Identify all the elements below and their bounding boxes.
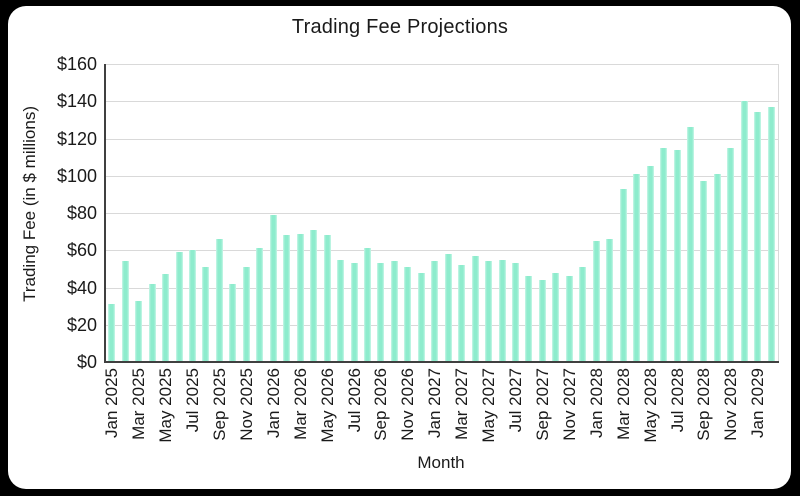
x-tick-label-may-2028: May 2028 — [640, 368, 660, 443]
bar-jan-2028 — [592, 240, 600, 362]
gridline-140 — [105, 101, 778, 103]
bar-mar-2025 — [135, 300, 143, 362]
y-tick-label-60: $60 — [66, 240, 97, 261]
x-tick-label-jan-2028: Jan 2028 — [586, 368, 606, 438]
gridline-40 — [105, 287, 778, 289]
x-tick-label-nov-2025: Nov 2025 — [236, 368, 256, 441]
bar-jan-2027 — [431, 261, 439, 362]
bar-aug-2025 — [202, 267, 210, 362]
y-tick-label-40: $40 — [66, 277, 97, 298]
bar-mar-2027 — [458, 265, 466, 362]
bar-jun-2027 — [498, 259, 506, 362]
bar-sep-2025 — [215, 239, 223, 362]
bar-jun-2028 — [660, 147, 668, 362]
gridline-100 — [105, 175, 778, 177]
x-axis-title: Month — [417, 453, 465, 472]
bar-dec-2026 — [417, 272, 425, 362]
bar-aug-2027 — [525, 276, 533, 362]
bar-apr-2027 — [471, 255, 479, 362]
x-tick-label-sep-2028: Sep 2028 — [694, 368, 714, 441]
x-tick-label-nov-2026: Nov 2026 — [398, 368, 418, 441]
x-tick-label-may-2025: May 2025 — [156, 368, 176, 443]
bar-mar-2026 — [296, 233, 304, 362]
bar-nov-2025 — [242, 267, 250, 362]
x-tick-label-mar-2025: Mar 2025 — [129, 368, 149, 440]
bar-apr-2025 — [148, 283, 156, 362]
x-tick-label-jan-2025: Jan 2025 — [102, 368, 122, 438]
bar-feb-2027 — [444, 253, 452, 362]
chart-title: Trading Fee Projections — [291, 16, 509, 38]
bar-oct-2025 — [229, 283, 237, 362]
bar-aug-2026 — [363, 248, 371, 362]
bar-jan-2029 — [754, 112, 762, 362]
x-tick-label-may-2026: May 2026 — [317, 368, 337, 443]
y-tick-label-120: $120 — [56, 128, 97, 149]
x-tick-label-sep-2026: Sep 2026 — [371, 368, 391, 441]
x-tick-label-nov-2027: Nov 2027 — [559, 368, 579, 441]
bar-may-2028 — [646, 166, 654, 362]
x-tick-label-mar-2028: Mar 2028 — [613, 368, 633, 440]
x-tick-label-nov-2028: Nov 2028 — [721, 368, 741, 441]
bar-feb-2026 — [283, 235, 291, 362]
bar-sep-2027 — [538, 280, 546, 362]
bar-dec-2025 — [256, 248, 264, 362]
x-tick-label-sep-2027: Sep 2027 — [532, 368, 552, 441]
bar-may-2027 — [485, 261, 493, 362]
y-tick-label-0: $0 — [76, 352, 97, 372]
x-tick-label-mar-2026: Mar 2026 — [290, 368, 310, 440]
gridline-120 — [105, 138, 778, 140]
bar-sep-2026 — [377, 263, 385, 362]
bar-dec-2027 — [579, 267, 587, 362]
bar-jul-2026 — [350, 263, 358, 362]
bar-oct-2028 — [713, 173, 721, 362]
x-tick-label-may-2027: May 2027 — [479, 368, 499, 443]
gridline-160 — [105, 64, 778, 65]
plot-area — [105, 64, 778, 362]
bar-oct-2027 — [552, 272, 560, 362]
bar-mar-2028 — [619, 188, 627, 362]
x-axis-line — [104, 361, 779, 363]
y-tick-label-160: $160 — [56, 54, 97, 74]
bar-may-2026 — [323, 235, 331, 362]
bar-apr-2026 — [310, 229, 318, 362]
bar-jan-2026 — [269, 214, 277, 362]
x-tick-label-mar-2027: Mar 2027 — [452, 368, 472, 440]
y-tick-label-140: $140 — [56, 91, 97, 112]
bar-jul-2025 — [188, 250, 196, 362]
bar-jan-2025 — [108, 304, 116, 362]
bar-aug-2028 — [687, 127, 694, 362]
plot-right-border — [778, 64, 779, 362]
y-tick-label-80: $80 — [66, 203, 97, 223]
x-tick-label-jan-2026: Jan 2026 — [263, 368, 283, 438]
bar-apr-2028 — [633, 173, 641, 362]
x-tick-label-jan-2027: Jan 2027 — [425, 368, 445, 438]
y-axis-line — [104, 64, 106, 363]
bar-nov-2026 — [404, 267, 412, 362]
bar-oct-2026 — [390, 261, 398, 362]
chart-card: Trading Fee Projections Trading Fee (in … — [8, 6, 791, 489]
bar-nov-2027 — [565, 276, 573, 362]
bar-jul-2027 — [512, 263, 520, 362]
gridline-20 — [105, 324, 778, 326]
bar-feb-2028 — [606, 239, 614, 362]
x-tick-label-jul-2027: Jul 2027 — [506, 368, 526, 433]
gridline-60 — [105, 250, 778, 252]
x-tick-label-jul-2026: Jul 2026 — [344, 368, 364, 433]
bar-dec-2028 — [740, 101, 748, 362]
bar-jun-2025 — [175, 252, 183, 362]
x-tick-label-jul-2025: Jul 2025 — [182, 368, 202, 433]
x-tick-label-sep-2025: Sep 2025 — [209, 368, 229, 441]
bar-may-2025 — [162, 274, 170, 362]
bar-jun-2026 — [337, 259, 345, 362]
y-tick-label-100: $100 — [56, 165, 97, 186]
y-tick-label-20: $20 — [66, 314, 97, 335]
x-tick-label-jul-2028: Jul 2028 — [667, 368, 687, 433]
bar-feb-2029 — [767, 106, 775, 362]
x-tick-label-jan-2029: Jan 2029 — [748, 368, 768, 438]
bar-sep-2028 — [700, 181, 708, 362]
bar-nov-2028 — [727, 147, 735, 362]
bar-jul-2028 — [673, 149, 681, 362]
bar-feb-2025 — [121, 261, 129, 362]
gridline-80 — [105, 213, 778, 214]
